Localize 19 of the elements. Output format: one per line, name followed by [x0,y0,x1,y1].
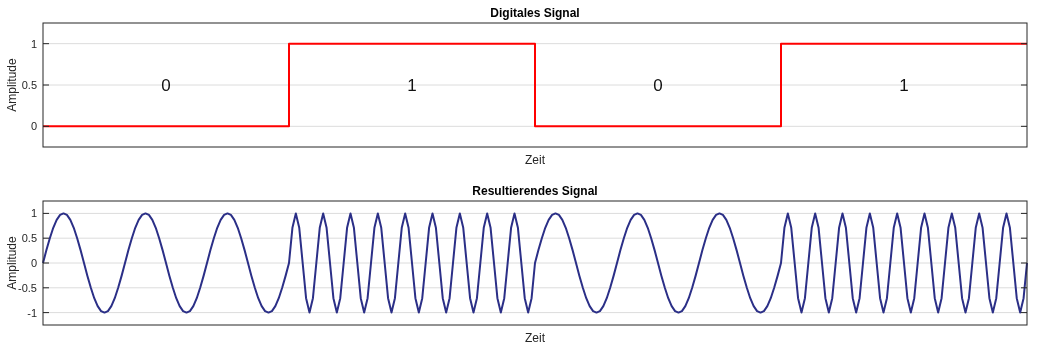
line-series [42,212,1028,314]
x-axis-title: Zeit [524,331,546,345]
y-tick-label: 1 [30,207,37,220]
x-axis-title: Zeit [524,153,546,167]
y-tick-label: 0 [30,120,37,133]
annotation: 0 [653,76,663,95]
annotation: 1 [407,76,417,95]
chart-title: Digitales Signal [490,6,580,20]
chart-title: Resultierendes Signal [472,184,598,198]
y-axis-title: Amplitude [5,58,19,112]
y-tick-label: -1 [27,306,37,319]
y-tick-label: 0 [30,257,37,269]
y-tick-label: -0.5 [18,281,37,294]
y-tick-label: 1 [30,37,37,50]
annotation: 1 [899,76,909,95]
y-axis-title: Amplitude [5,236,19,290]
y-tick-label: 0.5 [21,232,37,245]
annotation: 0 [161,76,171,95]
y-tick-label: 0.5 [21,79,37,91]
